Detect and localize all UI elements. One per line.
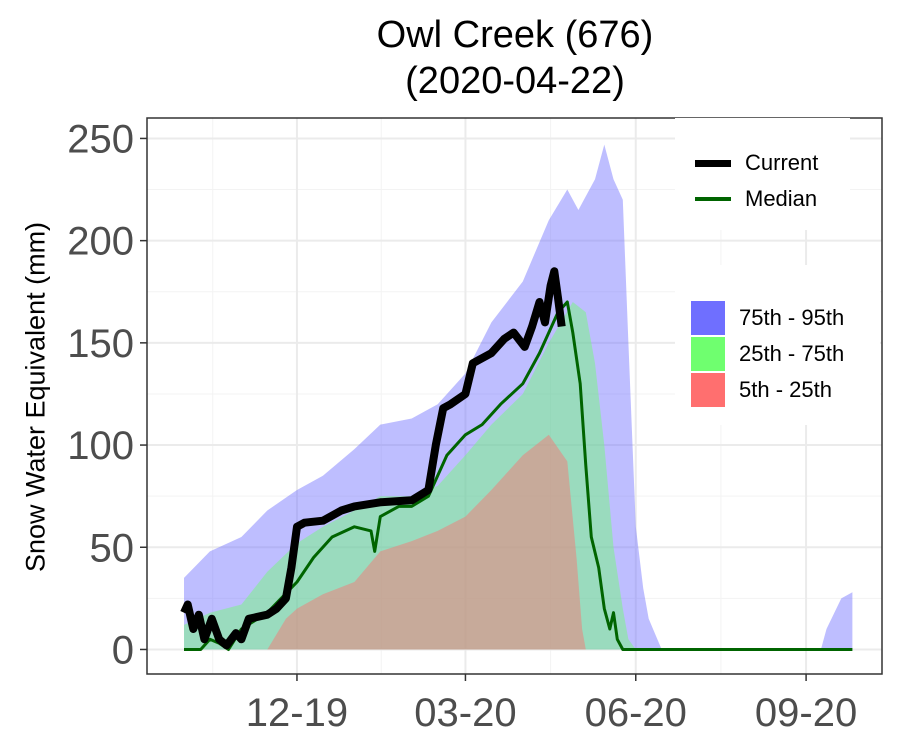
legend-label-current: Current bbox=[745, 150, 819, 175]
y-tick-label: 150 bbox=[67, 322, 134, 366]
band-75-95 bbox=[184, 144, 853, 650]
x-tick-label: 09-20 bbox=[755, 691, 857, 735]
panel-border bbox=[146, 117, 883, 675]
legend-key-25-75 bbox=[691, 337, 725, 371]
legend-item-75-95: 75th - 95th bbox=[691, 301, 844, 335]
legend-key-5-25 bbox=[691, 373, 725, 407]
chart-title-line-1: Owl Creek (676) bbox=[376, 14, 654, 56]
legend-lines: Current Median bbox=[675, 118, 850, 230]
x-tick-label: 03-20 bbox=[414, 691, 516, 735]
legend-item-current: Current bbox=[695, 150, 818, 176]
x-tick-label: 06-20 bbox=[585, 691, 687, 735]
y-tick-label: 250 bbox=[67, 117, 134, 161]
band-25-75 bbox=[184, 302, 636, 650]
legend-key-current bbox=[695, 159, 731, 167]
legend-item-5-25: 5th - 25th bbox=[691, 373, 832, 407]
legend-bands: 75th - 95th 25th - 75th 5th - 25th bbox=[675, 265, 880, 425]
x-tick-label: 12-19 bbox=[246, 691, 348, 735]
legend-key-median bbox=[695, 197, 731, 201]
legend-item-25-75: 25th - 75th bbox=[691, 337, 844, 371]
legend-label-75-95: 75th - 95th bbox=[739, 305, 845, 330]
legend-key-75-95 bbox=[691, 301, 725, 335]
legend-label-median: Median bbox=[745, 186, 818, 211]
y-tick-label: 0 bbox=[112, 628, 134, 672]
series-line-current bbox=[180, 267, 566, 650]
y-tick-label: 200 bbox=[67, 220, 134, 264]
y-tick-label: 100 bbox=[67, 424, 134, 468]
band-5-25 bbox=[267, 434, 586, 650]
legend-label-5-25: 5th - 25th bbox=[739, 377, 832, 402]
y-tick-label: 50 bbox=[90, 526, 135, 570]
legend-label-25-75: 25th - 75th bbox=[739, 341, 845, 366]
legend-item-median: Median bbox=[695, 186, 817, 212]
chart-title-line-2: (2020-04-22) bbox=[405, 60, 625, 102]
